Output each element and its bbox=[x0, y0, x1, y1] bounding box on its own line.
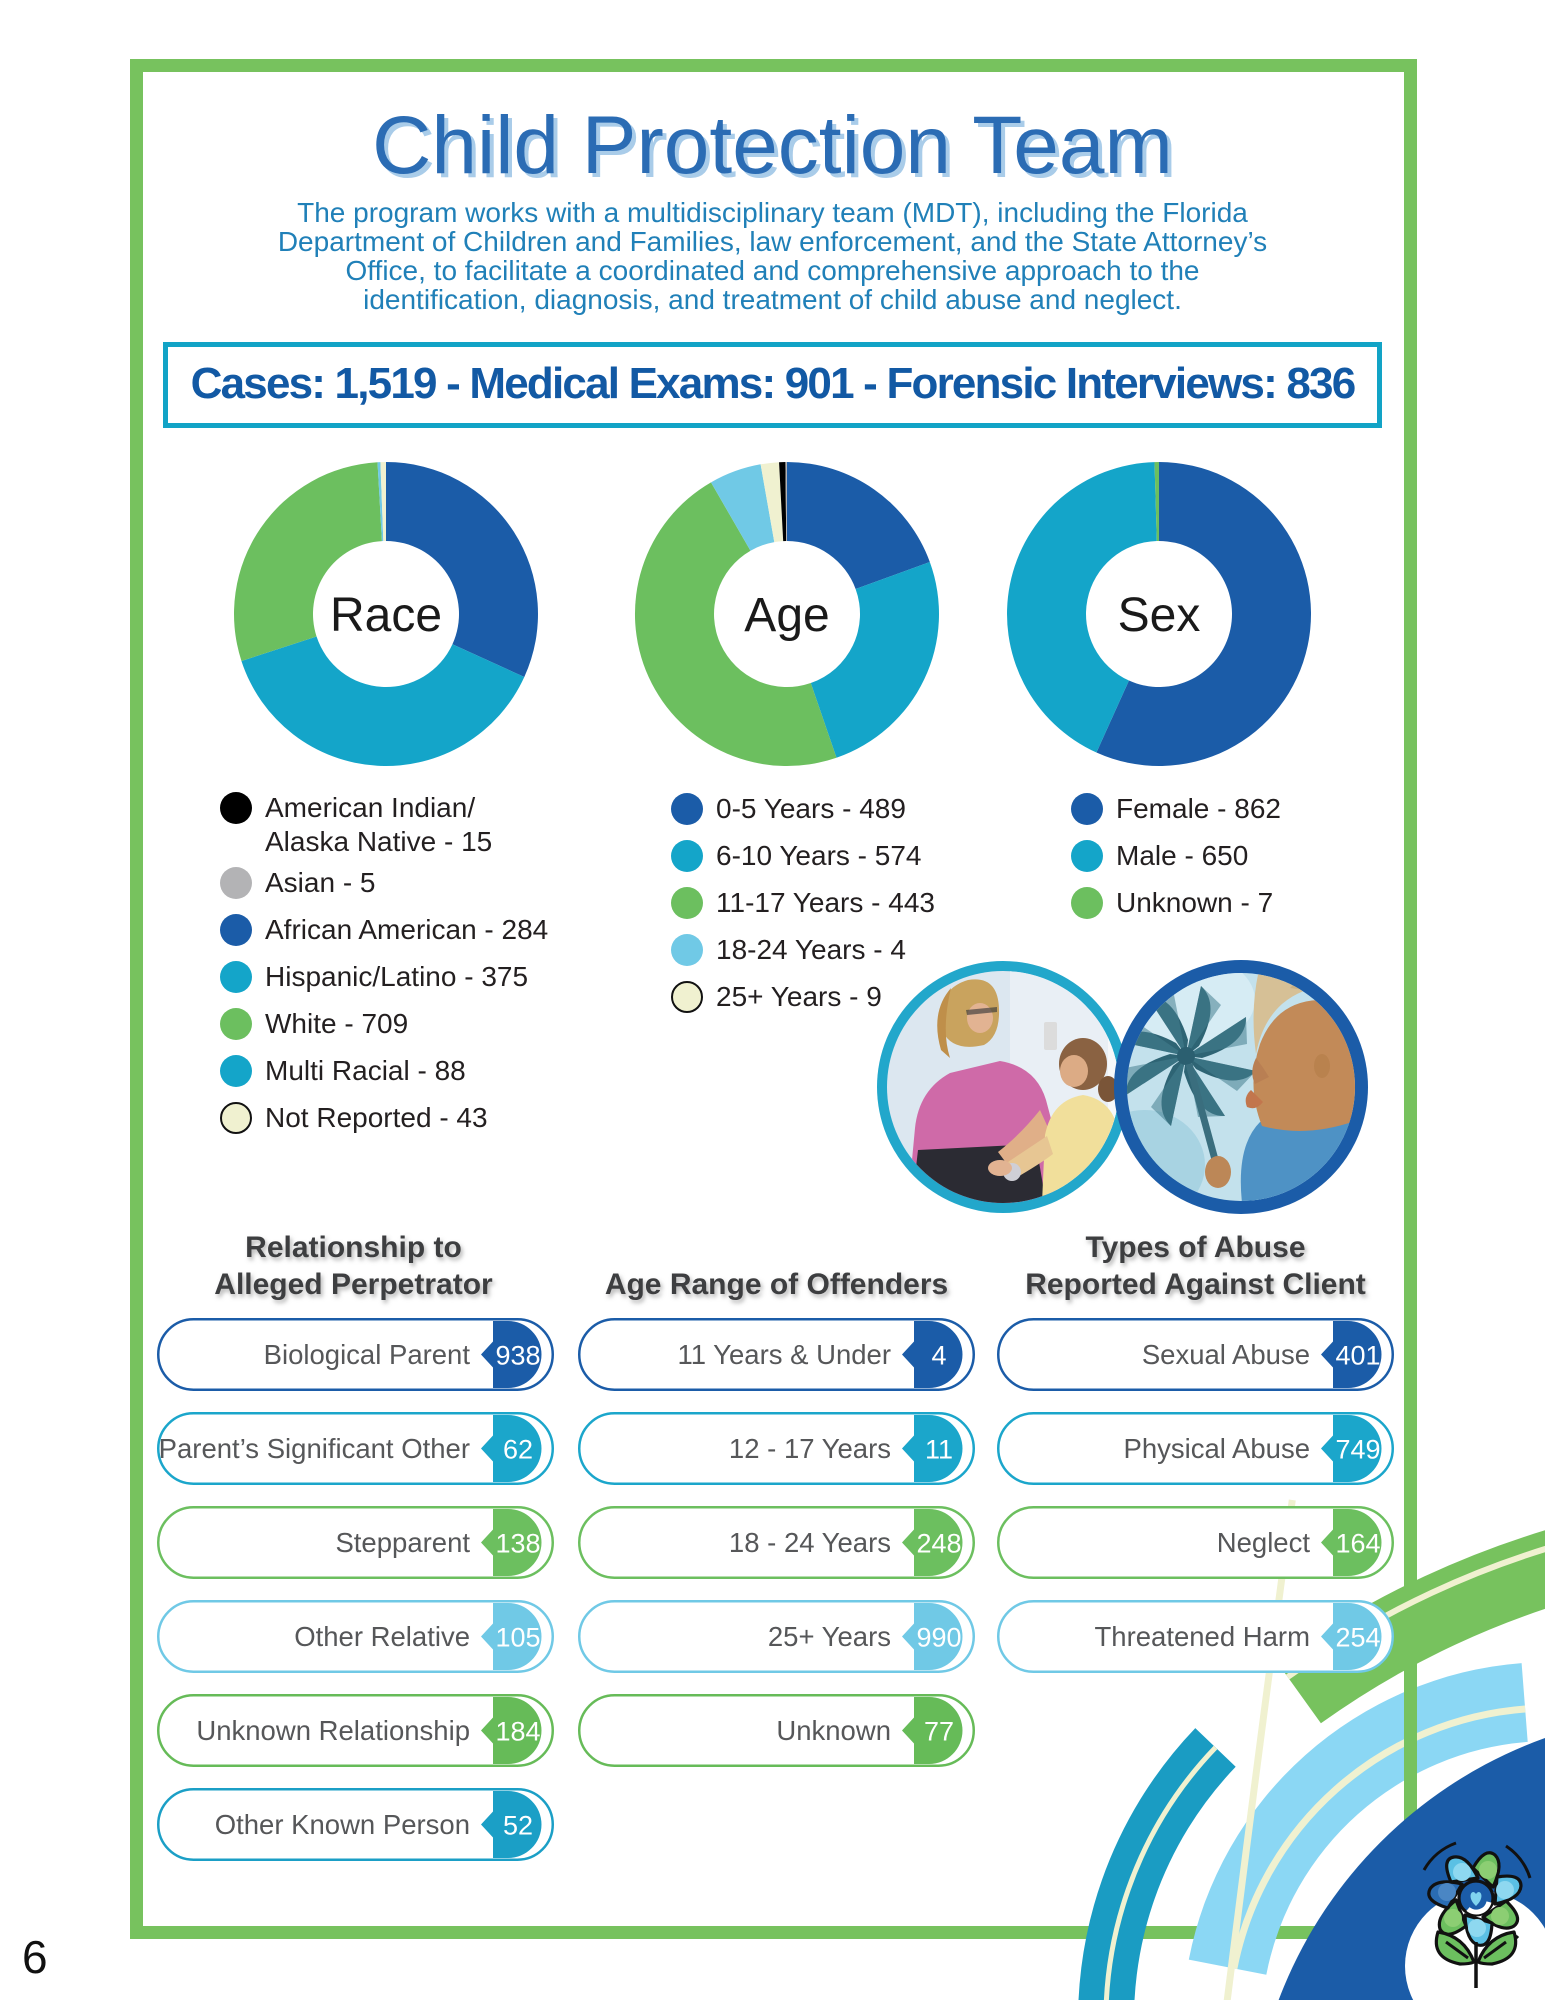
svg-text:62: 62 bbox=[503, 1435, 533, 1465]
svg-text:Neglect: Neglect bbox=[1217, 1527, 1311, 1558]
svg-text:Other Known Person: Other Known Person bbox=[215, 1809, 470, 1840]
svg-text:18 - 24 Years: 18 - 24 Years bbox=[729, 1527, 891, 1558]
svg-text:Biological Parent: Biological Parent bbox=[264, 1339, 471, 1370]
svg-text:Age: Age bbox=[744, 589, 829, 642]
svg-text:4: 4 bbox=[931, 1341, 946, 1371]
svg-text:254: 254 bbox=[1335, 1623, 1380, 1653]
svg-text:Physical Abuse: Physical Abuse bbox=[1124, 1433, 1311, 1464]
svg-text:12 - 17 Years: 12 - 17 Years bbox=[729, 1433, 891, 1464]
svg-text:Threatened Harm: Threatened Harm bbox=[1094, 1621, 1310, 1652]
svg-text:749: 749 bbox=[1335, 1435, 1380, 1465]
svg-text:938: 938 bbox=[495, 1341, 540, 1371]
svg-text:Unknown Relationship: Unknown Relationship bbox=[196, 1715, 470, 1746]
svg-text:77: 77 bbox=[924, 1717, 954, 1747]
svg-text:Sex: Sex bbox=[1118, 589, 1201, 642]
svg-text:105: 105 bbox=[495, 1623, 540, 1653]
svg-text:Parent’s Significant Other: Parent’s Significant Other bbox=[159, 1433, 470, 1464]
svg-text:52: 52 bbox=[503, 1811, 533, 1841]
svg-text:11 Years & Under: 11 Years & Under bbox=[677, 1339, 891, 1370]
svg-text:990: 990 bbox=[916, 1623, 961, 1653]
svg-text:401: 401 bbox=[1335, 1341, 1380, 1371]
svg-text:11: 11 bbox=[925, 1435, 953, 1465]
svg-text:164: 164 bbox=[1335, 1529, 1380, 1559]
svg-text:184: 184 bbox=[495, 1717, 540, 1747]
svg-text:Stepparent: Stepparent bbox=[335, 1527, 470, 1558]
svg-text:138: 138 bbox=[495, 1529, 540, 1559]
svg-text:Race: Race bbox=[330, 589, 442, 642]
svg-text:Unknown: Unknown bbox=[776, 1715, 891, 1746]
svg-text:25+ Years: 25+ Years bbox=[768, 1621, 891, 1652]
svg-text:Sexual Abuse: Sexual Abuse bbox=[1142, 1339, 1310, 1370]
svg-text:248: 248 bbox=[916, 1529, 961, 1559]
svg-text:Other Relative: Other Relative bbox=[294, 1621, 470, 1652]
